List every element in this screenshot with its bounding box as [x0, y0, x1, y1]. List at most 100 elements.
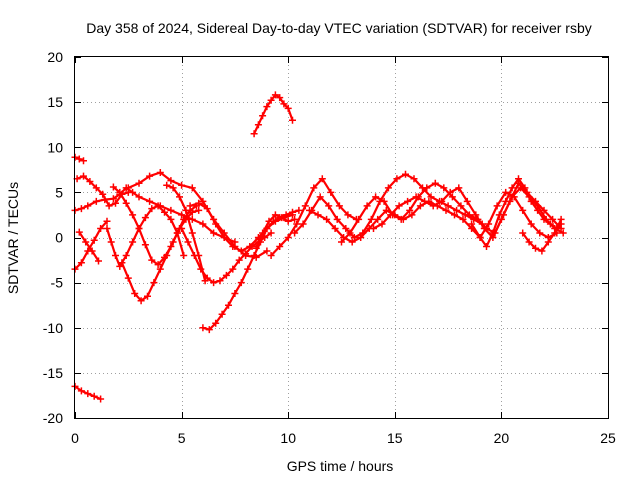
series-line	[201, 209, 300, 331]
data-point	[103, 217, 111, 225]
data-point	[346, 229, 354, 237]
data-point	[216, 277, 224, 285]
data-point	[502, 188, 510, 196]
data-point	[195, 199, 203, 207]
data-point	[199, 220, 207, 228]
data-point	[370, 225, 377, 232]
series-line	[112, 185, 198, 266]
data-point	[156, 265, 164, 273]
data-point	[205, 326, 213, 334]
data-point	[88, 247, 96, 255]
data-point	[176, 193, 183, 201]
data-point	[144, 292, 151, 300]
data-point	[259, 112, 267, 120]
data-point	[284, 234, 292, 241]
data-point	[229, 243, 237, 250]
data-point	[276, 243, 284, 250]
data-point	[135, 179, 143, 187]
data-point	[495, 211, 503, 219]
data-point	[97, 395, 105, 403]
data-point	[446, 188, 454, 196]
data-point	[112, 199, 119, 207]
data-point	[427, 193, 435, 201]
series-track-p	[252, 211, 299, 252]
data-point	[86, 178, 94, 185]
data-point	[212, 319, 220, 327]
data-point	[252, 244, 260, 252]
data-point	[325, 202, 333, 210]
data-point	[203, 205, 211, 213]
data-point	[306, 206, 313, 214]
data-point	[124, 274, 132, 282]
data-point	[265, 217, 273, 225]
data-point	[178, 211, 186, 219]
data-point	[267, 96, 275, 104]
data-point	[267, 229, 275, 237]
data-point	[184, 238, 192, 246]
y-tick-label: 20	[47, 49, 63, 65]
x-tick-label: 0	[71, 430, 79, 446]
data-point	[118, 259, 126, 267]
data-point	[355, 215, 363, 223]
data-point	[538, 247, 546, 255]
y-tick-label: -15	[43, 365, 63, 381]
data-point	[199, 324, 207, 332]
data-point	[97, 225, 105, 232]
data-point	[263, 103, 271, 111]
data-point	[92, 197, 100, 205]
data-point	[99, 190, 107, 198]
data-point	[267, 252, 275, 259]
data-point	[536, 229, 544, 237]
data-point	[408, 211, 416, 219]
data-point	[459, 215, 467, 223]
data-point	[348, 238, 356, 246]
data-point	[129, 188, 137, 196]
x-tick-label: 25	[600, 430, 616, 446]
data-point	[423, 184, 431, 192]
data-point	[540, 215, 548, 223]
data-point	[146, 172, 154, 180]
data-point	[367, 215, 375, 223]
series-line	[78, 231, 100, 263]
data-point	[122, 252, 130, 259]
data-point	[519, 206, 527, 214]
data-point	[421, 197, 429, 205]
series-track-w	[519, 220, 565, 255]
data-point	[101, 196, 109, 204]
data-point	[188, 208, 196, 216]
data-point	[508, 184, 516, 192]
data-point	[559, 229, 567, 237]
x-tick-label: 20	[494, 430, 510, 446]
data-point	[225, 301, 232, 309]
data-point	[291, 229, 299, 237]
data-point	[532, 244, 539, 252]
data-point	[188, 184, 196, 192]
data-point	[378, 220, 386, 228]
data-point	[95, 257, 102, 265]
data-point	[404, 197, 412, 205]
data-point	[271, 91, 279, 99]
data-point	[310, 184, 318, 192]
series-line	[73, 220, 109, 271]
y-tick-label: -20	[43, 410, 63, 426]
data-point	[457, 202, 465, 210]
data-point	[431, 179, 439, 187]
data-point	[156, 169, 164, 176]
data-point	[84, 202, 92, 210]
y-tick-label: 0	[55, 230, 63, 246]
data-point	[182, 206, 190, 214]
data-point	[438, 197, 446, 205]
data-point	[242, 250, 250, 258]
data-point	[327, 188, 335, 196]
data-point	[188, 215, 196, 223]
data-point	[178, 181, 186, 189]
data-point	[161, 208, 168, 216]
x-tick-label: 10	[280, 430, 296, 446]
data-point	[222, 271, 230, 279]
data-point	[82, 238, 90, 246]
data-point	[331, 225, 339, 232]
series-track-v	[468, 175, 565, 250]
data-point	[497, 215, 505, 223]
data-point	[406, 206, 414, 214]
data-point	[210, 279, 218, 287]
